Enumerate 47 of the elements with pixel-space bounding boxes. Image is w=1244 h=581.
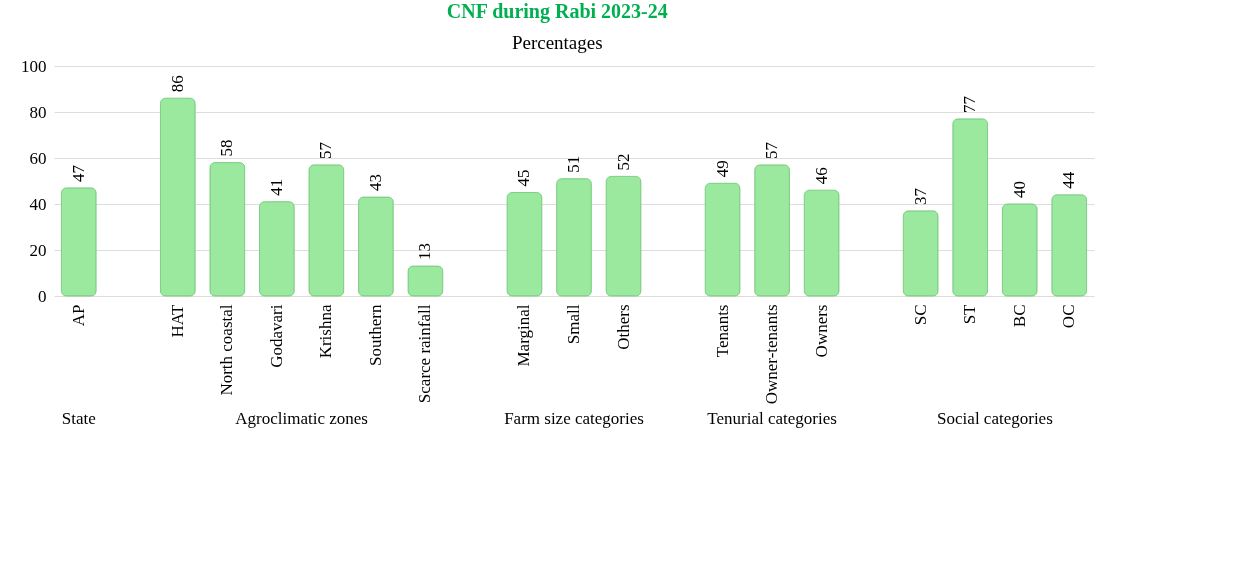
x-tick-label: AP [68,304,88,327]
text: Social categories [937,409,1053,428]
data-label: 45 [514,169,534,187]
x-tick-label: OC [1059,304,1079,329]
data-label: 57 [762,141,782,159]
data-label: 57 [316,141,336,159]
x-tick-label: Owner-tenants [762,304,782,405]
y-tick-label: 80 [29,102,47,122]
x-tick-label: Scarce rainfall [415,304,435,404]
data-label: 52 [613,153,633,171]
y-tick-label: 60 [29,148,47,168]
data-label: 51 [564,155,583,173]
data-label: 43 [365,174,385,192]
y-tick-label: 100 [21,56,47,76]
x-tick-label: Tenants [712,304,732,358]
text: Tenurial categories [707,409,837,428]
x-tick-label: Marginal [514,304,534,367]
data-label: 37 [910,187,930,205]
x-tick-label: Owners [811,304,831,358]
x-tick-label: Others [613,304,633,350]
data-label: 58 [217,139,237,157]
x-tick-label: Krishna [316,304,336,359]
x-tick-label: North coastal [217,304,237,396]
data-label: 44 [1059,171,1079,189]
data-label: 77 [960,95,980,113]
chart-title: CNF during Rabi 2023-24 [446,0,668,23]
text: Farm size categories [504,409,644,428]
data-label: 86 [167,75,187,93]
chart-subtitle: Percentages [511,32,603,53]
data-label: 49 [712,160,732,178]
text: Agroclimatic zones [235,409,368,428]
y-tick-label: 0 [38,286,47,306]
x-tick-label: Small [564,304,583,345]
data-label: 13 [415,243,435,261]
y-tick-label: 40 [29,194,47,214]
text: State [61,409,96,428]
data-label: 40 [1009,181,1029,198]
x-tick-label: BC [1009,304,1029,328]
x-tick-label: Godavari [266,304,286,368]
x-tick-label: Southern [365,304,385,366]
x-tick-label: SC [910,304,930,326]
data-label: 46 [811,167,831,185]
y-tick-label: 20 [29,240,47,260]
x-tick-label: ST [960,303,980,325]
data-label: 41 [266,178,286,196]
x-tick-label: HAT [167,303,187,338]
data-label: 47 [68,164,88,182]
